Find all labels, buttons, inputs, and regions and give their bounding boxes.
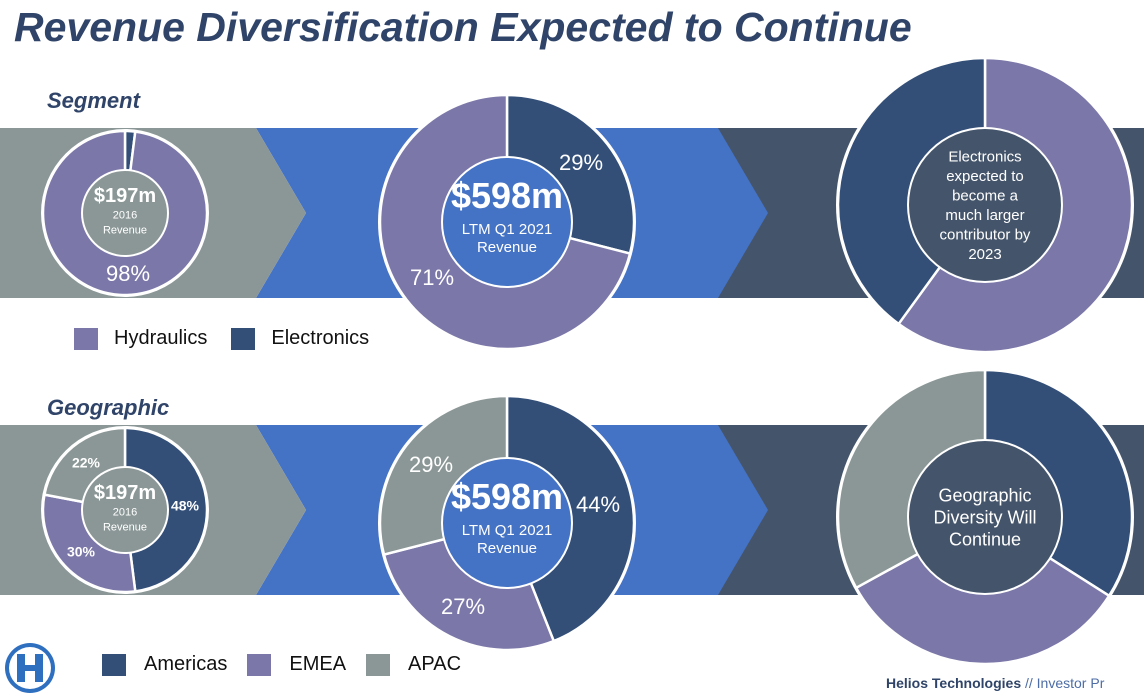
- center-caption-line: Geographic: [938, 485, 1031, 505]
- footer-subtitle: // Investor Pr: [1021, 675, 1105, 691]
- donut-hole: [443, 459, 571, 587]
- center-caption-line: Revenue: [103, 224, 147, 236]
- section-label-segment: Segment: [47, 88, 140, 113]
- donut-segment-2016: $197m 2016 Revenue 98%: [41, 129, 209, 297]
- donut-segment-2023: Electronics expected to become a much large…: [836, 56, 1134, 354]
- helios-h-logo-icon: [5, 643, 55, 693]
- legend-item-electronics: Electronics: [231, 327, 369, 350]
- center-caption-line: Revenue: [103, 521, 147, 533]
- center-caption-line: LTM Q1 2021: [462, 522, 553, 539]
- donut-hole: [909, 129, 1061, 281]
- legend-label: APAC: [408, 653, 462, 675]
- center-caption-line: 2016: [113, 506, 137, 518]
- data-label-americas: 48%: [171, 498, 200, 514]
- legend-item-emea: EMEA: [247, 653, 346, 676]
- donut-hole: [909, 441, 1061, 593]
- data-label-apac: 22%: [72, 455, 101, 471]
- legend-item-apac: APAC: [366, 653, 461, 676]
- center-caption-line: much larger: [945, 207, 1024, 224]
- segment-legend: Hydraulics Electronics: [74, 327, 393, 350]
- data-label-hydraulics: 98%: [106, 261, 150, 286]
- legend-swatch: [74, 327, 98, 350]
- legend-swatch: [102, 653, 126, 676]
- center-value: $197m: [94, 482, 156, 504]
- data-label-emea: 27%: [441, 594, 485, 619]
- center-caption-line: Revenue: [477, 239, 537, 256]
- legend-label: Electronics: [271, 327, 370, 349]
- center-caption-line: Continue: [949, 529, 1021, 549]
- data-label-hydraulics: 71%: [410, 265, 454, 290]
- legend-label: Americas: [144, 653, 228, 675]
- center-caption-line: LTM Q1 2021: [462, 221, 553, 238]
- donut-hole: [83, 468, 167, 552]
- donut-geo-2016: $197m 2016 Revenue 48% 30% 22%: [41, 426, 209, 594]
- legend-item-hydraulics: Hydraulics: [74, 327, 207, 350]
- center-caption-line: 2023: [968, 246, 1001, 263]
- center-caption-line: Revenue: [477, 540, 537, 557]
- legend-item-americas: Americas: [102, 653, 227, 676]
- page-title: Revenue Diversification Expected to Cont…: [14, 4, 912, 50]
- donut-hole: [443, 158, 571, 286]
- center-caption-line: expected to: [946, 168, 1024, 185]
- legend-label: EMEA: [289, 653, 347, 675]
- legend-swatch: [231, 327, 256, 350]
- data-label-americas: 44%: [576, 492, 620, 517]
- footer-brand: Helios Technologies: [886, 675, 1022, 691]
- donut-hole: [83, 171, 167, 255]
- legend-swatch: [366, 653, 391, 676]
- legend-swatch: [247, 653, 272, 676]
- center-caption-line: Electronics: [948, 149, 1021, 166]
- center-caption-line: become a: [952, 188, 1019, 205]
- section-label-geographic: Geographic: [47, 395, 170, 420]
- center-caption-line: Diversity Will: [934, 507, 1037, 527]
- data-label-electronics: 29%: [559, 150, 603, 175]
- data-label-apac: 29%: [409, 452, 453, 477]
- center-caption-line: contributor by: [940, 227, 1031, 244]
- footer: Helios Technologies // Investor Pr: [886, 675, 1104, 691]
- legend-label: Hydraulics: [114, 327, 208, 349]
- center-value: $197m: [94, 185, 156, 207]
- data-label-emea: 30%: [67, 544, 96, 560]
- center-value: $598m: [451, 175, 563, 216]
- center-caption-line: 2016: [113, 209, 137, 221]
- center-value: $598m: [451, 476, 563, 517]
- geographic-legend: Americas EMEA APAC: [102, 653, 481, 676]
